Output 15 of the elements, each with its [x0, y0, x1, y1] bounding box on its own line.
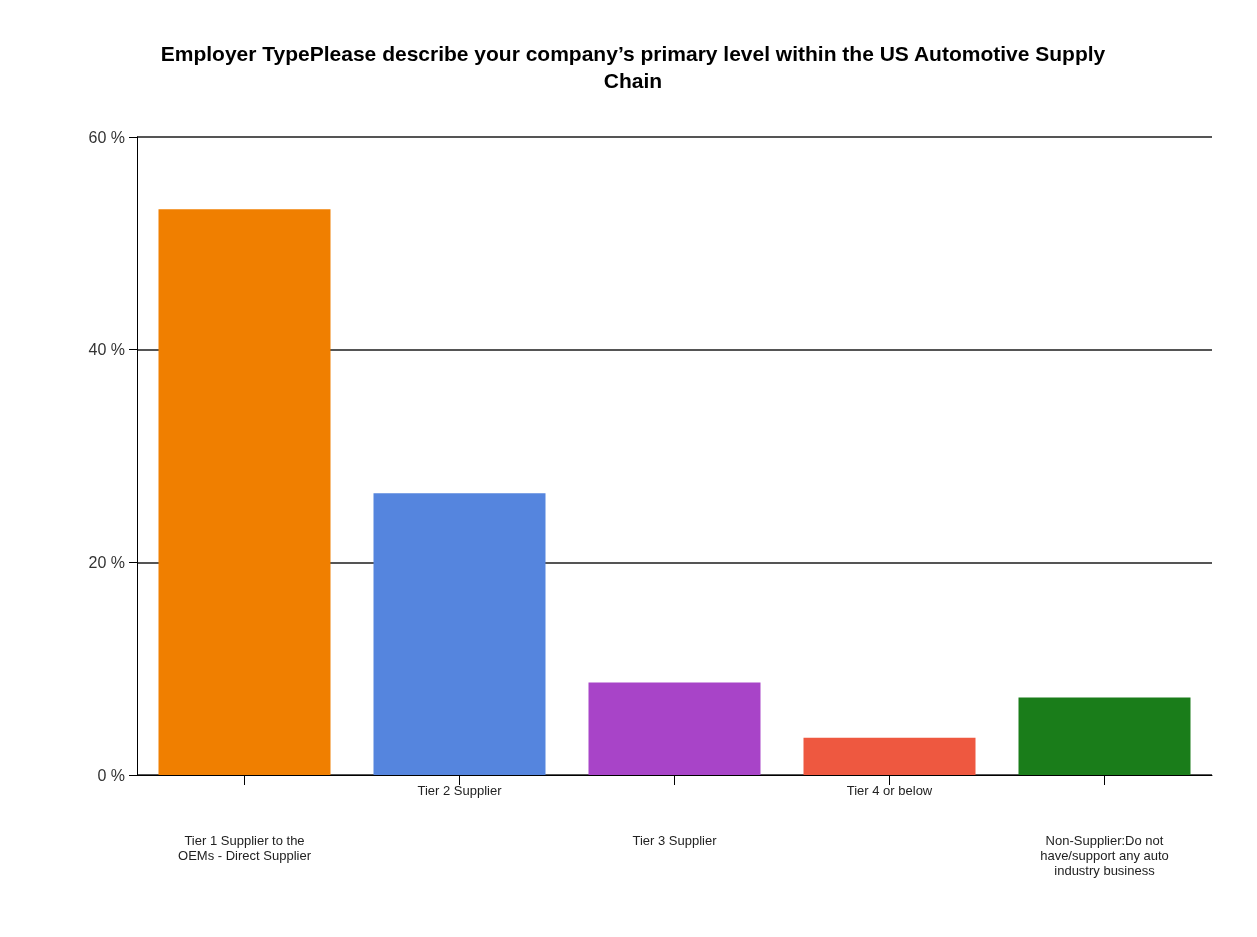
- x-tick-label: Tier 4 or below: [846, 783, 933, 798]
- x-tick-label: Tier 1 Supplier to the OEMs - Direct Supplier: [178, 833, 312, 863]
- bar: [803, 737, 976, 775]
- y-tick-label: 20 %: [88, 553, 125, 571]
- x-tick-label: Tier 2 Supplier: [417, 783, 503, 798]
- bar: [373, 493, 546, 775]
- chart-title: Employer TypePlease describe your company’s primary level within the US Automotive Supply Chain: [160, 42, 1106, 92]
- bar: [1018, 697, 1191, 775]
- x-tick-label: Tier 3 Supplier: [632, 833, 718, 848]
- y-tick-label: 60 %: [88, 128, 125, 146]
- bar: [588, 682, 761, 775]
- y-tick-label: 0 %: [97, 766, 125, 784]
- y-tick-label: 40 %: [88, 341, 125, 359]
- x-tick-label: Non-Supplier:Do not have/support any auto industry business: [1040, 833, 1169, 878]
- bar: [158, 209, 331, 775]
